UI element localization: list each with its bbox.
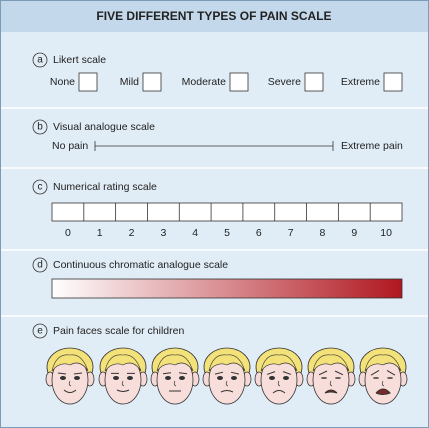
likert-option: Mild — [120, 76, 139, 88]
letter-circle — [32, 119, 48, 135]
checkbox — [78, 72, 98, 92]
section-letter: e — [37, 326, 43, 337]
face-brow — [162, 372, 172, 375]
face-brow — [214, 371, 224, 375]
header-title: FIVE DIFFERENT TYPES OF PAIN SCALE — [96, 9, 331, 23]
pain-face — [150, 347, 200, 405]
likert-option: Moderate — [182, 76, 227, 88]
section-letter: d — [37, 260, 43, 271]
vas-left: No pain — [52, 140, 88, 152]
face-nose — [329, 380, 333, 387]
section-title: Numerical rating scale — [53, 181, 157, 193]
face-eye — [179, 376, 185, 380]
pain-face — [202, 347, 252, 405]
nrs-label: 7 — [288, 227, 294, 239]
letter-circle — [32, 52, 48, 68]
face-mouth — [63, 389, 77, 393]
face-eye — [165, 376, 171, 380]
section-title: Likert scale — [53, 54, 106, 66]
vas-right: Extreme pain — [341, 140, 403, 152]
color-scale — [51, 278, 403, 299]
face-eye — [269, 376, 275, 380]
nrs-label: 4 — [192, 227, 198, 239]
pain-face — [306, 347, 356, 405]
letter-circle — [32, 179, 48, 195]
checkbox — [383, 72, 403, 92]
face-nose — [173, 380, 177, 387]
face-nose — [225, 380, 229, 387]
section-title: Continuous chromatic analogue scale — [53, 259, 228, 271]
face-brow — [266, 371, 276, 375]
face-eye — [283, 376, 289, 380]
content: a Likert scale b Visual analogue scale c Nume… — [1, 52, 428, 405]
face-eye — [321, 377, 327, 379]
face-brow — [334, 370, 344, 376]
letter-circle — [32, 257, 48, 273]
face-brow — [230, 371, 240, 375]
checkbox — [142, 72, 162, 92]
section-title: Visual analogue scale — [53, 121, 155, 133]
face-brow — [57, 372, 67, 375]
face-fringe — [364, 354, 402, 372]
face-fringe — [104, 354, 142, 372]
pain-face — [358, 347, 408, 405]
pain-face — [98, 347, 148, 405]
face-brow — [386, 369, 396, 376]
nrs-label: 5 — [224, 227, 230, 239]
nrs-label: 8 — [320, 227, 326, 239]
nrs-label: 0 — [65, 227, 71, 239]
likert-option: None — [50, 76, 75, 88]
face-nose — [68, 380, 72, 387]
face-eye — [113, 376, 119, 380]
nrs-label: 10 — [380, 227, 392, 239]
nrs-label: 9 — [351, 227, 357, 239]
face-eye — [373, 377, 379, 379]
face-eye — [335, 377, 341, 379]
face-nose — [381, 380, 385, 387]
checkbox — [304, 72, 324, 92]
letter-circle — [32, 323, 48, 339]
pain-face — [45, 347, 95, 405]
nrs-label: 1 — [97, 227, 103, 239]
nrs-label: 2 — [129, 227, 135, 239]
face-eye — [387, 377, 393, 379]
likert-option: Extreme — [341, 76, 380, 88]
section-letter: b — [37, 122, 43, 133]
pain-face — [254, 347, 304, 405]
section-title: Pain faces scale for children — [53, 325, 184, 337]
header-band — [1, 1, 428, 32]
face-eye — [217, 376, 223, 380]
face-brow — [370, 369, 380, 376]
face-fringe — [312, 354, 350, 372]
face-nose — [121, 380, 125, 387]
section-letter: a — [37, 55, 43, 66]
face-mouth — [375, 388, 391, 395]
checkbox — [229, 72, 249, 92]
face-nose — [277, 380, 281, 387]
face-brow — [178, 372, 188, 375]
face-eye — [127, 376, 133, 380]
face-fringe — [260, 354, 298, 372]
nrs-label: 6 — [256, 227, 262, 239]
face-eye — [60, 376, 66, 380]
face-mouth — [116, 389, 130, 392]
face-fringe — [156, 354, 194, 372]
face-brow — [73, 372, 83, 375]
face-eye — [231, 376, 237, 380]
face-fringe — [208, 354, 246, 372]
face-eye — [74, 376, 80, 380]
face-fringe — [51, 354, 89, 372]
likert-option: Severe — [268, 76, 301, 88]
section-letter: c — [38, 182, 43, 193]
face-brow — [318, 370, 328, 376]
nrs-label: 3 — [160, 227, 166, 239]
nrs-box — [51, 202, 403, 222]
face-brow — [282, 371, 292, 375]
face-mouth — [324, 389, 338, 394]
face-mouth — [220, 390, 234, 393]
face-mouth — [272, 390, 286, 394]
